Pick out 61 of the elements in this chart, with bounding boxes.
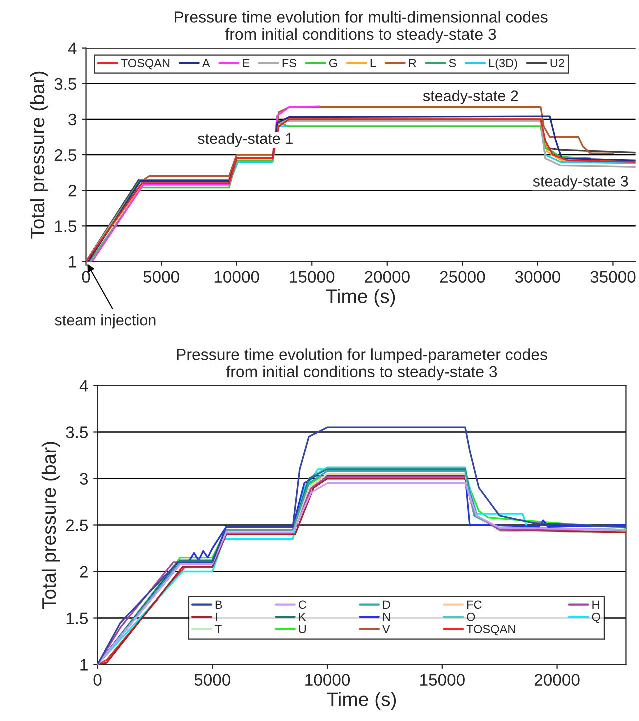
x-tick-label: 15000 — [290, 271, 335, 283]
y-tick-label: 1 — [69, 256, 76, 268]
legend-label: E — [243, 59, 250, 68]
x-tick-label: 5000 — [194, 674, 231, 686]
x-tick-label: 0 — [82, 271, 90, 283]
annotation: steady-state 2 — [423, 90, 518, 105]
legend-label: S — [449, 59, 456, 68]
chart-title: Pressure time evolution for multi-dimensionnal codes from initial conditions to steady-state 3 — [175, 11, 548, 44]
y-tick-label: 1 — [80, 659, 88, 671]
legend-label: FC — [468, 600, 482, 610]
legend-label: FS — [282, 59, 296, 68]
y-tick-label: 2.5 — [54, 149, 77, 162]
y-tick-label: 1.5 — [66, 612, 88, 624]
y-axis-title: Total pressure (bar) — [42, 442, 60, 610]
x-tick-label: 30000 — [515, 271, 560, 283]
legend-label: TOSQAN — [466, 625, 516, 636]
legend-label: H — [592, 600, 600, 609]
legend-label: L(3D) — [489, 58, 518, 70]
x-tick-label: 20000 — [365, 271, 410, 283]
legend-label: N — [383, 613, 390, 622]
y-tick-label: 1.5 — [55, 220, 77, 232]
x-tick-label: 10000 — [214, 271, 260, 283]
legend-label: TOSQAN — [121, 59, 170, 70]
y-tick-label: 2 — [68, 184, 76, 197]
x-tick-label: 0 — [94, 674, 102, 686]
legend-label: R — [409, 59, 416, 68]
legend-label: Q — [592, 612, 600, 624]
legend-label: B — [216, 600, 222, 609]
legend-label: A — [202, 59, 210, 68]
legend-label: C — [298, 600, 306, 610]
legend-label: O — [467, 612, 476, 622]
x-tick-label: 20000 — [534, 674, 580, 686]
legend-label: G — [329, 59, 338, 68]
legend-label: V — [382, 625, 390, 634]
x-axis-title: Time (s) — [327, 692, 396, 710]
x-tick-label: 10000 — [306, 674, 350, 686]
legend-label: L — [370, 59, 376, 68]
legend-label: I — [216, 613, 218, 622]
annotation: steam injection — [55, 314, 156, 329]
y-axis-title: Total pressure (bar) — [30, 72, 49, 239]
y-tick-label: 2 — [80, 566, 88, 578]
y-tick-label: 3 — [80, 473, 88, 485]
legend-label: U — [299, 625, 306, 634]
x-tick-label: 15000 — [420, 674, 465, 686]
legend-label: D — [383, 600, 390, 609]
legend-label: T — [215, 625, 222, 634]
annotation: steady-state 1 — [198, 132, 293, 148]
annotation: steady-state 3 — [533, 176, 628, 190]
y-tick-label: 3.5 — [54, 78, 77, 90]
y-tick-label: 4 — [68, 42, 77, 54]
chart-title: Pressure time evolution for lumped-parameter codes from initial conditions to steady-state 3 — [177, 348, 548, 381]
y-tick-label: 4 — [80, 380, 88, 392]
x-tick-label: 35000 — [590, 271, 636, 283]
legend-label: U2 — [550, 59, 564, 68]
legend-label: K — [299, 613, 306, 622]
x-axis-title: Time (s) — [326, 289, 396, 308]
y-tick-label: 2.5 — [66, 520, 88, 532]
x-tick-label: 25000 — [440, 271, 486, 283]
y-tick-label: 3.5 — [66, 426, 88, 438]
x-tick-label: 5000 — [144, 271, 180, 283]
y-tick-label: 3 — [68, 114, 77, 126]
